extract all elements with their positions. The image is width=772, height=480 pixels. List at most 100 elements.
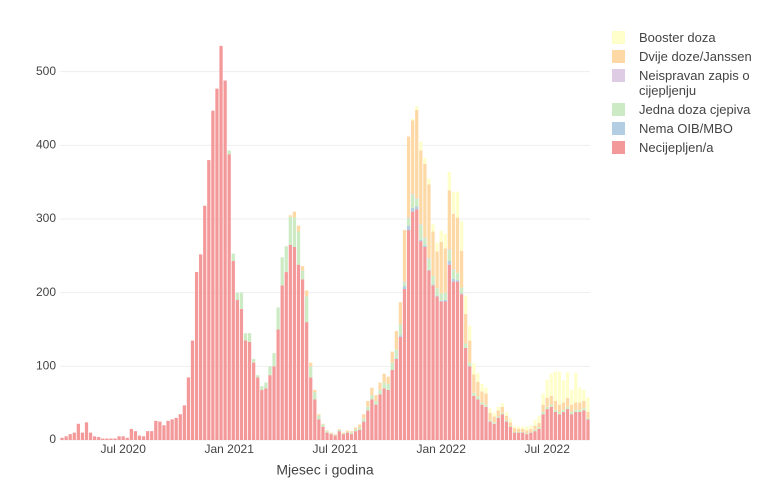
- legend-item[interactable]: Jedna doza cjepiva: [612, 102, 762, 117]
- bar: [455, 272, 460, 281]
- bar: [309, 377, 313, 440]
- bar: [158, 421, 162, 440]
- bar: [508, 426, 513, 427]
- bar: [325, 431, 329, 433]
- x-tick-label: Jan 2021: [204, 442, 254, 456]
- bar: [439, 300, 443, 302]
- legend-item[interactable]: Dvije doze/Janssen: [612, 49, 762, 64]
- bar: [215, 88, 219, 441]
- bar: [443, 233, 447, 249]
- bar: [382, 382, 386, 389]
- bar: [423, 238, 427, 246]
- bar: [378, 382, 382, 390]
- legend-item[interactable]: Booster doza: [612, 30, 762, 45]
- bar: [500, 403, 504, 407]
- bar: [565, 406, 570, 410]
- bar: [443, 301, 447, 440]
- bar: [362, 418, 366, 422]
- bar: [423, 245, 427, 247]
- bar: [586, 412, 590, 418]
- bar: [268, 366, 272, 376]
- bar: [435, 288, 439, 296]
- bar: [533, 420, 537, 427]
- bar: [313, 399, 317, 440]
- bar: [529, 428, 533, 432]
- bar: [553, 400, 557, 410]
- bar: [288, 216, 292, 245]
- bar: [390, 362, 394, 371]
- bar: [300, 279, 305, 440]
- bar: [305, 296, 309, 323]
- bar: [480, 391, 484, 403]
- bar: [435, 242, 439, 252]
- bar: [582, 410, 586, 440]
- bar: [402, 286, 407, 289]
- bar: [129, 428, 133, 440]
- legend-item[interactable]: Necijepljen/a: [612, 140, 762, 155]
- bar: [386, 384, 390, 390]
- bar: [398, 336, 403, 440]
- bar: [512, 428, 517, 432]
- bar: [406, 225, 411, 231]
- bar: [374, 404, 378, 440]
- bar: [394, 349, 398, 359]
- bar: [549, 406, 553, 440]
- bar: [484, 406, 488, 440]
- bar: [508, 422, 513, 427]
- bar: [480, 402, 484, 405]
- bar: [235, 292, 239, 301]
- bar: [451, 281, 456, 440]
- bar: [565, 398, 570, 407]
- bar: [447, 171, 451, 191]
- bar: [565, 372, 570, 399]
- bar: [252, 362, 256, 440]
- bar: [402, 281, 407, 283]
- bar: [570, 412, 574, 415]
- bar: [186, 377, 191, 440]
- bar: [349, 434, 354, 440]
- bar: [439, 301, 443, 440]
- bar: [472, 395, 476, 440]
- legend-item[interactable]: Neispravan zapis o cijepljenju: [612, 68, 762, 98]
- bar: [329, 432, 333, 434]
- bar: [353, 429, 358, 432]
- bar: [415, 106, 419, 110]
- bar: [72, 432, 76, 440]
- bar: [317, 419, 321, 440]
- bar: [243, 340, 248, 440]
- bar: [325, 430, 329, 432]
- legend-item[interactable]: Nema OIB/MBO: [612, 121, 762, 136]
- bar: [419, 141, 423, 151]
- bar: [394, 358, 398, 359]
- bar: [370, 395, 374, 400]
- bar: [374, 395, 378, 401]
- legend-label: Nema OIB/MBO: [639, 121, 733, 136]
- bar: [431, 285, 435, 440]
- bar: [459, 293, 464, 295]
- bar: [545, 409, 549, 440]
- bar: [88, 432, 93, 440]
- bar: [292, 246, 297, 440]
- x-tick-label: Jul 2021: [313, 442, 359, 456]
- bar: [578, 409, 582, 413]
- bar: [329, 434, 333, 440]
- bar: [529, 432, 533, 440]
- bar: [300, 270, 305, 280]
- legend-label: Neispravan zapis o cijepljenju: [639, 68, 750, 98]
- bar: [358, 427, 362, 430]
- bar: [260, 389, 264, 440]
- bar: [496, 416, 500, 418]
- bar: [337, 429, 341, 432]
- bar: [582, 408, 586, 411]
- bar: [529, 425, 533, 429]
- bar: [223, 80, 227, 440]
- bar: [309, 362, 313, 367]
- bar: [488, 412, 492, 421]
- bar: [321, 426, 325, 440]
- bar: [464, 295, 468, 315]
- bar: [472, 363, 476, 375]
- bar: [512, 426, 517, 429]
- bar: [182, 405, 186, 440]
- bar: [117, 436, 121, 440]
- bar: [525, 434, 529, 440]
